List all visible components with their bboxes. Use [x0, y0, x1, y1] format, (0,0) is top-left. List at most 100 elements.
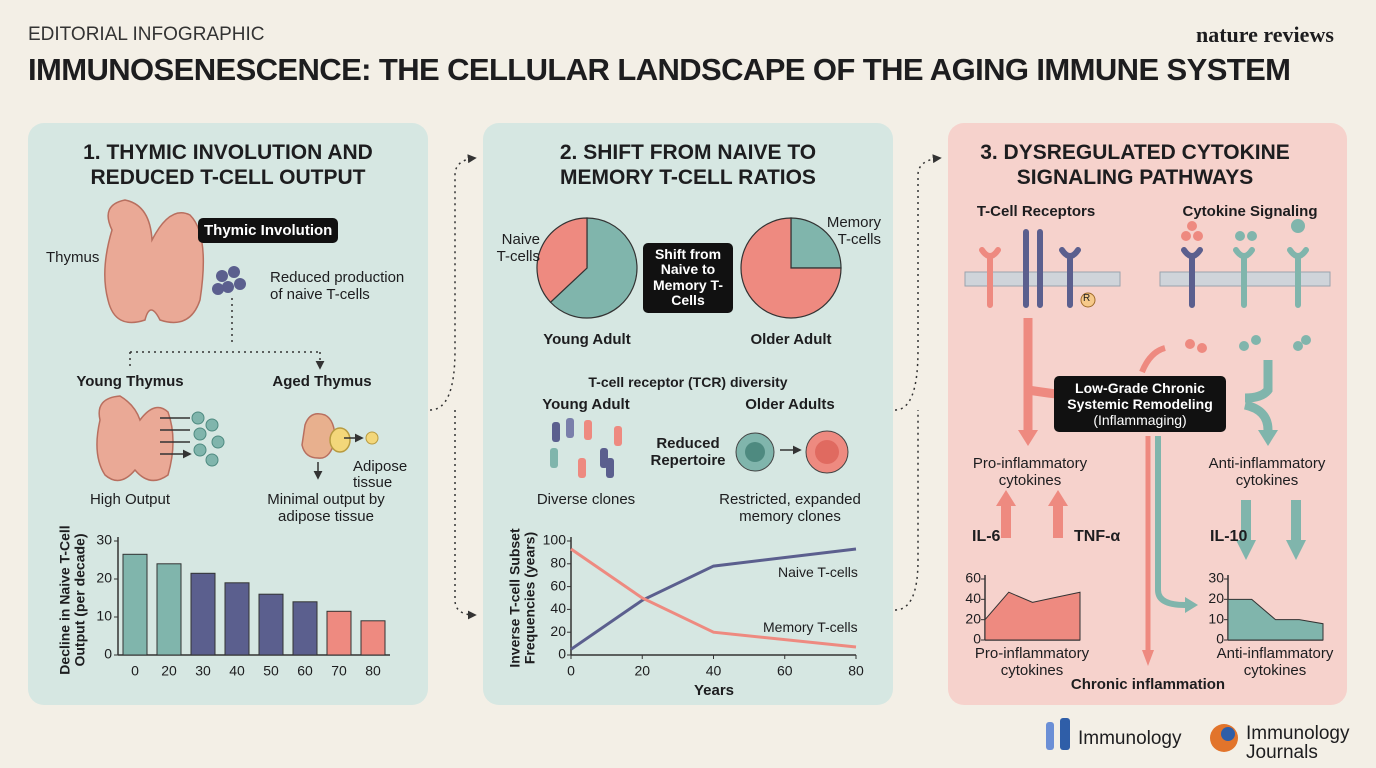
y-tick-label: 60 — [965, 570, 981, 586]
y-tick-label: 0 — [1216, 631, 1224, 647]
x-tick-label: 40 — [706, 663, 722, 679]
cytokines — [1181, 219, 1311, 353]
label: T-cell receptor (TCR) diversity — [588, 374, 788, 390]
label: Adipose tissue — [353, 458, 408, 491]
pie-title: Older Adult — [750, 331, 832, 348]
logo-text: Immunology Journals — [1246, 723, 1350, 763]
label: Diverse clones — [536, 491, 636, 508]
receptors — [979, 229, 1309, 308]
x-axis-label: Anti-inflammatory cytokines — [1216, 645, 1334, 679]
label: Cytokine Signaling — [1182, 203, 1318, 220]
x-axis-label: Years — [693, 682, 735, 699]
series-label: Naive T-cells — [778, 564, 858, 580]
pie-slice — [536, 217, 588, 304]
thymus-illustration — [96, 199, 351, 482]
bar — [292, 601, 318, 656]
label: High Output — [89, 491, 171, 508]
bar — [224, 582, 250, 656]
y-tick-label: 10 — [1208, 610, 1224, 626]
y-tick-label: 0 — [558, 646, 566, 662]
pie-slice — [740, 217, 842, 319]
label: IL-6 — [972, 528, 1001, 545]
y-tick-label: 20 — [96, 570, 112, 586]
panel-title: 3. DYSREGULATED CYTOKINE SIGNALING PATHW… — [980, 141, 1290, 190]
logo-text: Immunology — [1078, 728, 1182, 749]
logo-marks — [1046, 718, 1238, 752]
pie-slice — [549, 217, 638, 319]
x-tick-label: 80 — [848, 663, 864, 679]
bar — [190, 572, 216, 656]
y-tick-label: 60 — [550, 577, 566, 593]
y-tick-label: 0 — [104, 646, 112, 662]
bar — [360, 620, 386, 656]
label: Chronic inflammation — [1070, 676, 1226, 693]
y-tick-label: 40 — [550, 600, 566, 616]
adipose-cell — [365, 431, 379, 445]
bar — [258, 593, 284, 656]
callout: Shift from Naive to Memory T-Cells — [643, 243, 733, 313]
x-tick-label: 60 — [297, 663, 313, 679]
x-tick-label: 30 — [195, 663, 211, 679]
line — [570, 547, 857, 649]
panel-bg — [483, 123, 893, 705]
x-tick-label: 40 — [229, 663, 245, 679]
label: Restricted, expanded memory clones — [719, 491, 861, 526]
x-tick-label: 0 — [131, 663, 139, 679]
kicker: EDITORIAL INFOGRAPHIC — [28, 24, 265, 45]
slice-label: Naive T-cells — [496, 231, 540, 265]
label: R — [1083, 293, 1091, 304]
callout: Low-Grade Chronic Systemic Remodeling (In… — [1054, 376, 1226, 433]
x-tick-label: 0 — [567, 663, 575, 679]
x-tick-label: 50 — [263, 663, 279, 679]
arrows — [160, 417, 802, 480]
x-tick-label: 20 — [161, 663, 177, 679]
label: Minimal output by adipose tissue — [267, 491, 385, 526]
x-tick-label: 20 — [634, 663, 650, 679]
callout-line: Low-Grade Chronic Systemic Remodeling — [1067, 380, 1213, 413]
pie-title: Young Adult — [543, 331, 631, 348]
label: Reduced Repertoire — [650, 435, 726, 470]
bar — [326, 610, 352, 656]
slice-label: Memory T-cells — [826, 214, 881, 248]
series-label: Memory T-cells — [763, 619, 858, 635]
y-tick-label: 80 — [550, 555, 566, 571]
line — [570, 547, 857, 651]
flow-arrows — [1001, 318, 1301, 650]
label: Reduced production of naive T-cells — [270, 269, 405, 304]
label: IL-10 — [1210, 528, 1248, 545]
label: Pro-inflammatory cytokines — [972, 455, 1088, 490]
x-tick-label: 80 — [365, 663, 381, 679]
label: Thymus — [46, 249, 100, 266]
clones — [550, 418, 849, 478]
area — [984, 591, 1081, 641]
y-tick-label: 30 — [1208, 570, 1224, 586]
r-badge — [1080, 292, 1096, 308]
y-tick-label: 20 — [1208, 590, 1224, 606]
connectors — [129, 154, 942, 620]
x-axis-label: Pro-inflammatory cytokines — [974, 645, 1090, 679]
pie-slice — [790, 217, 842, 269]
y-tick-label: 0 — [973, 631, 981, 647]
y-tick-label: 20 — [550, 623, 566, 639]
page-title: IMMUNOSENESCENCE: THE CELLULAR LANDSCAPE… — [28, 52, 1291, 87]
label: Anti-inflammatory cytokines — [1208, 455, 1326, 490]
panel-title: 1. THYMIC INVOLUTION AND REDUCED T-CELL … — [83, 141, 373, 190]
brand: nature reviews — [1196, 22, 1334, 47]
panel-title: 2. SHIFT FROM NAIVE TO MEMORY T-CELL RAT… — [559, 141, 817, 190]
x-tick-label: 60 — [777, 663, 793, 679]
bar — [156, 563, 182, 656]
callout-line: (Inflammaging) — [1093, 412, 1187, 429]
callout: Thymic Involution — [198, 218, 339, 244]
cells — [212, 266, 246, 295]
y-axis-label: Inverse T-cell Subset Frequencies (years… — [506, 528, 537, 668]
label: TNF-α — [1074, 528, 1121, 545]
label: Young Thymus — [76, 373, 184, 390]
label: Older Adults — [745, 396, 835, 413]
bar — [122, 553, 148, 656]
y-tick-label: 10 — [96, 608, 112, 624]
y-tick-label: 30 — [96, 532, 112, 548]
area — [1227, 598, 1324, 641]
arrow-heads — [996, 430, 1306, 666]
y-axis-label: Decline in Naive T-Cell Output (per deca… — [56, 525, 87, 675]
